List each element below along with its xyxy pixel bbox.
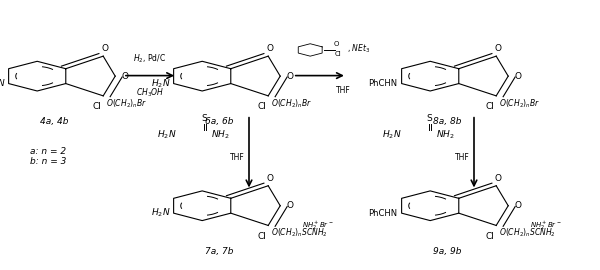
Text: Cl: Cl (486, 232, 494, 241)
Text: $O(CH_2)_nBr$: $O(CH_2)_nBr$ (106, 97, 148, 110)
Text: $O(CH_2)_nBr$: $O(CH_2)_nBr$ (499, 97, 541, 110)
Text: $NH_2$: $NH_2$ (436, 129, 455, 141)
Text: 9a, 9b: 9a, 9b (433, 247, 461, 256)
Text: $O_2N$: $O_2N$ (0, 77, 5, 90)
Text: O: O (494, 44, 502, 53)
Text: $H_2N$: $H_2N$ (151, 207, 170, 220)
Text: , $NEt_3$: , $NEt_3$ (347, 42, 370, 55)
Text: Cl: Cl (335, 51, 341, 57)
Text: O: O (286, 201, 293, 210)
Text: O: O (514, 201, 521, 210)
Text: Cl: Cl (93, 102, 101, 111)
Text: a: n = 2
b: n = 3: a: n = 2 b: n = 3 (30, 147, 67, 166)
Text: O: O (101, 44, 109, 53)
Text: $H_2N$: $H_2N$ (151, 77, 170, 90)
Text: Cl: Cl (258, 232, 266, 241)
Text: O: O (266, 174, 274, 183)
Text: THF: THF (230, 153, 244, 161)
Text: O: O (514, 72, 521, 81)
Text: 8a, 8b: 8a, 8b (433, 117, 461, 126)
Text: O: O (266, 44, 274, 53)
Text: PhCHN: PhCHN (368, 79, 397, 88)
Text: $H_2N$: $H_2N$ (382, 129, 402, 141)
Text: 4a, 4b: 4a, 4b (40, 117, 68, 126)
Text: Cl: Cl (486, 102, 494, 111)
Text: $H_2N$: $H_2N$ (157, 129, 177, 141)
Text: $NH_2$: $NH_2$ (211, 129, 230, 141)
Text: $O(CH_2)_nSCNH_2$: $O(CH_2)_nSCNH_2$ (271, 227, 328, 239)
Text: O: O (286, 72, 293, 81)
Text: $O(CH_2)_nSCNH_2$: $O(CH_2)_nSCNH_2$ (499, 227, 556, 239)
Text: S: S (426, 114, 432, 123)
Text: O: O (494, 174, 502, 183)
Text: O: O (121, 72, 128, 81)
Text: THF: THF (337, 86, 351, 95)
Text: $NH_2^+Br^-$: $NH_2^+Br^-$ (530, 219, 562, 232)
Text: 7a, 7b: 7a, 7b (205, 247, 233, 256)
Text: $O(CH_2)_nBr$: $O(CH_2)_nBr$ (271, 97, 313, 110)
Text: O: O (334, 41, 339, 47)
Text: PhCHN: PhCHN (368, 209, 397, 218)
Text: Cl: Cl (258, 102, 266, 111)
Text: S: S (201, 114, 207, 123)
Text: $NH_2^+Br^-$: $NH_2^+Br^-$ (302, 219, 334, 232)
Text: THF: THF (455, 153, 469, 161)
Text: $CH_3OH$: $CH_3OH$ (136, 86, 164, 99)
Text: 6a, 6b: 6a, 6b (205, 117, 233, 126)
Text: $H_2$, Pd/C: $H_2$, Pd/C (133, 52, 167, 65)
